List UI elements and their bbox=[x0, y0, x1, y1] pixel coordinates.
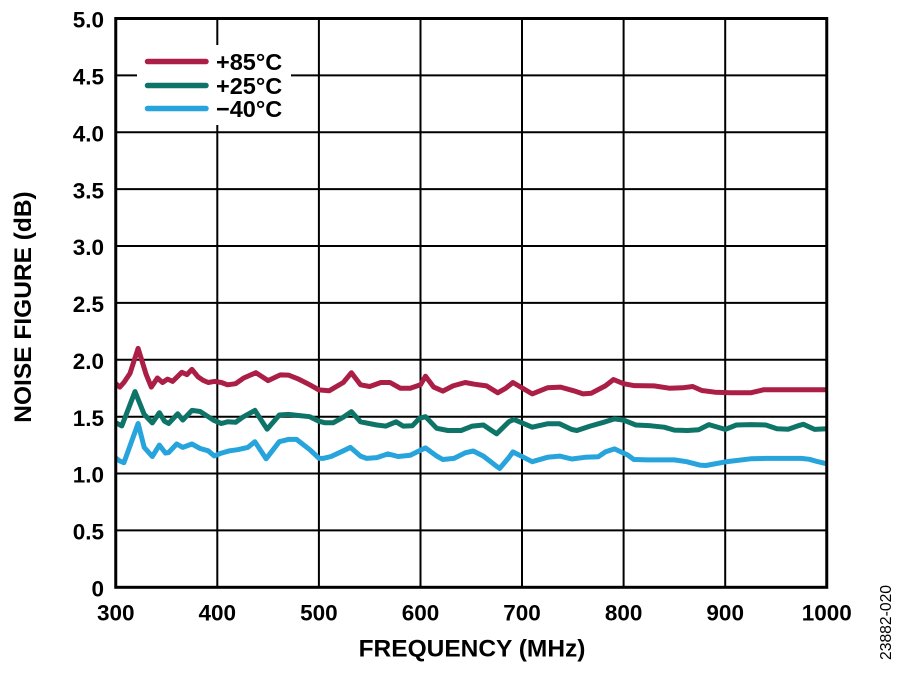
svg-text:−40°C: −40°C bbox=[216, 96, 282, 122]
svg-text:1000: 1000 bbox=[802, 600, 852, 625]
svg-text:1.5: 1.5 bbox=[73, 406, 104, 431]
svg-text:4.0: 4.0 bbox=[73, 122, 104, 147]
svg-text:5.0: 5.0 bbox=[73, 8, 104, 33]
svg-text:3.5: 3.5 bbox=[73, 178, 104, 203]
svg-text:400: 400 bbox=[199, 600, 237, 625]
svg-text:500: 500 bbox=[300, 600, 338, 625]
svg-text:23882-020: 23882-020 bbox=[878, 585, 895, 660]
svg-text:600: 600 bbox=[402, 600, 440, 625]
svg-text:300: 300 bbox=[97, 600, 135, 625]
svg-text:NOISE FIGURE (dB): NOISE FIGURE (dB) bbox=[10, 191, 37, 422]
svg-text:0.5: 0.5 bbox=[73, 520, 104, 545]
svg-text:1.0: 1.0 bbox=[73, 463, 104, 488]
svg-text:3.0: 3.0 bbox=[73, 235, 104, 260]
svg-text:900: 900 bbox=[706, 600, 744, 625]
svg-text:4.5: 4.5 bbox=[73, 65, 104, 90]
svg-text:2.0: 2.0 bbox=[73, 349, 104, 374]
svg-text:700: 700 bbox=[503, 600, 541, 625]
svg-text:+85°C: +85°C bbox=[216, 49, 282, 75]
svg-text:+25°C: +25°C bbox=[216, 73, 282, 99]
svg-text:0: 0 bbox=[91, 577, 104, 602]
svg-text:FREQUENCY (MHz): FREQUENCY (MHz) bbox=[359, 636, 586, 663]
svg-text:2.5: 2.5 bbox=[73, 292, 104, 317]
svg-text:800: 800 bbox=[605, 600, 643, 625]
